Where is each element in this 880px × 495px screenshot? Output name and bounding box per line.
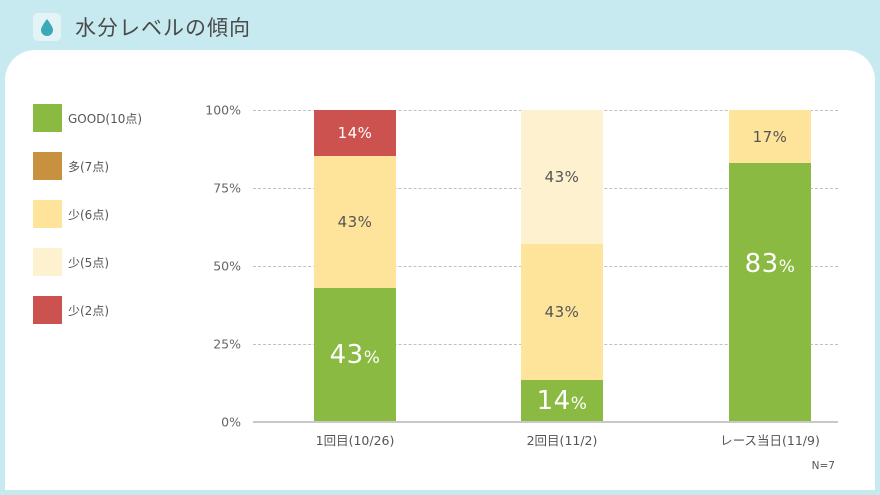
legend-item-few-6: 少(6点) <box>33 200 142 228</box>
legend-swatch-few-6 <box>33 200 62 228</box>
legend-label: 少(6点) <box>68 207 109 222</box>
bar-3-segment-good: 83% <box>729 163 811 422</box>
y-tick-50: 50% <box>213 258 241 274</box>
legend-swatch-few-5 <box>33 248 62 276</box>
legend-item-good: GOOD(10点) <box>33 104 142 132</box>
legend-label: GOOD(10点) <box>68 111 143 126</box>
x-label-3: レース当日(11/9) <box>720 433 820 448</box>
bar-1-segment-good: 43% <box>314 288 396 422</box>
y-tick-75: 75% <box>213 180 241 196</box>
segment-label: 43% <box>544 303 580 321</box>
y-tick-0: 0% <box>221 414 241 430</box>
bar-2-segment-few-5: 43% <box>521 110 603 244</box>
x-label-1: 1回目(10/26) <box>315 433 395 448</box>
segment-label: 43% <box>337 213 373 231</box>
segment-label: 14% <box>536 386 588 416</box>
y-tick-25: 25% <box>213 336 241 352</box>
page-header: 水分レベルの傾向 <box>33 12 251 42</box>
legend-swatch-few-2 <box>33 296 62 324</box>
bar-3: 17% 83% <box>729 110 811 422</box>
legend-swatch-many-7 <box>33 152 62 180</box>
legend-label: 多(7点) <box>68 159 109 174</box>
bar-2-segment-good: 14% <box>521 380 603 422</box>
sample-size-note: N=7 <box>811 460 835 472</box>
segment-label: 17% <box>752 127 788 146</box>
bar-3-segment-few-6: 17% <box>729 110 811 163</box>
y-tick-100: 100% <box>205 102 241 118</box>
segment-label: 43% <box>544 168 580 186</box>
segment-label: 83% <box>744 249 796 279</box>
legend-item-few-5: 少(5点) <box>33 248 142 276</box>
bar-1-segment-few-6: 43% <box>314 156 396 288</box>
legend-label: 少(5点) <box>68 255 109 270</box>
segment-label: 14% <box>337 124 373 142</box>
bar-2-segment-few-6: 43% <box>521 244 603 380</box>
legend-item-many-7: 多(7点) <box>33 152 142 180</box>
water-drop-icon <box>33 13 61 41</box>
page-title: 水分レベルの傾向 <box>75 16 251 40</box>
segment-label: 43% <box>329 340 381 370</box>
legend-swatch-good <box>33 104 62 132</box>
bar-1: 14% 43% 43% <box>314 110 396 422</box>
bar-2: 43% 43% 14% <box>521 110 603 422</box>
x-label-2: 2回目(11/2) <box>526 433 598 448</box>
bar-1-segment-few-2: 14% <box>314 110 396 156</box>
x-axis-line <box>253 421 838 423</box>
chart-legend: GOOD(10点) 多(7点) 少(6点) 少(5点) 少(2点) <box>33 104 142 344</box>
legend-item-few-2: 少(2点) <box>33 296 142 324</box>
legend-label: 少(2点) <box>68 303 109 318</box>
